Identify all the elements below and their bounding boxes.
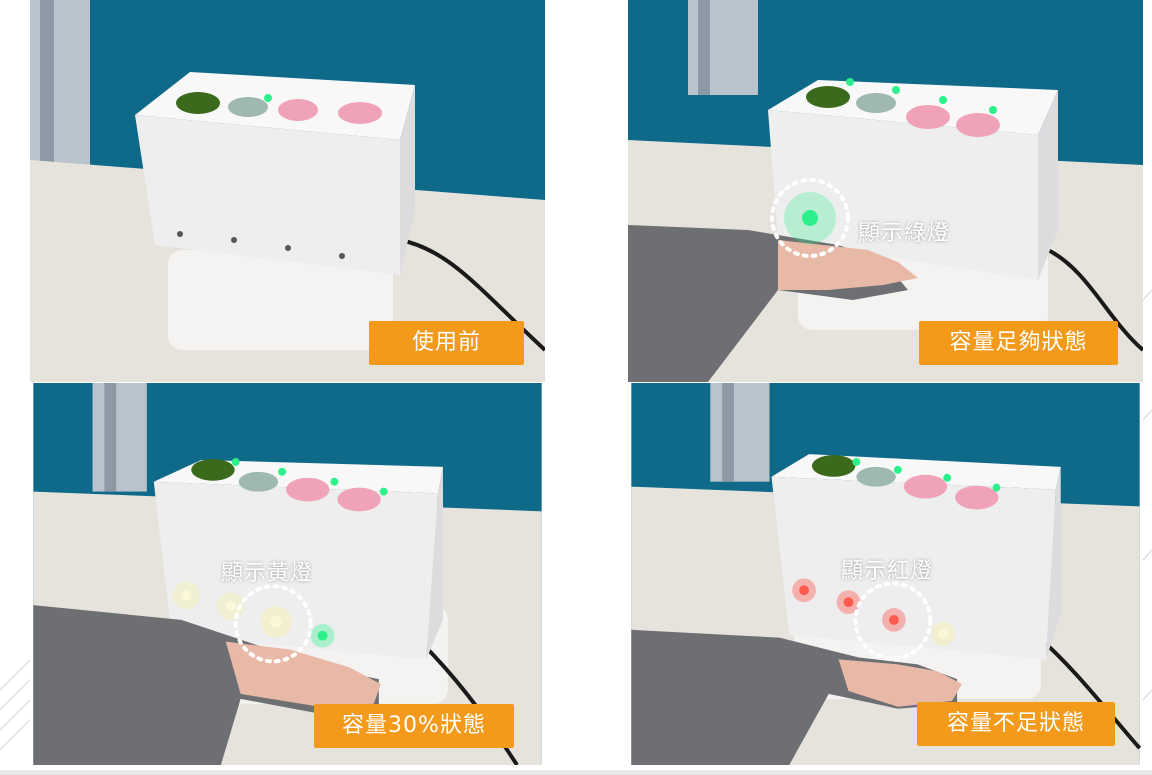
- device-photo-insufficient: [631, 383, 1142, 765]
- photo-panel-sufficient: 顯示綠燈 容量足夠狀態: [628, 0, 1143, 382]
- status-annotation: 顯示紅燈: [841, 559, 934, 584]
- device-photo-thirty-percent: [33, 383, 542, 765]
- status-annotation: 顯示黃燈: [221, 561, 314, 586]
- device-photo-before: [30, 0, 545, 382]
- caption-label: 容量足夠狀態: [919, 321, 1118, 365]
- caption-label: 容量不足狀態: [917, 702, 1115, 746]
- bottom-strip: [0, 770, 1152, 775]
- photo-panel-insufficient: 顯示紅燈 容量不足狀態: [628, 383, 1143, 765]
- photo-panel-before: 使用前: [30, 0, 545, 382]
- caption-label: 使用前: [369, 321, 524, 365]
- device-photo-sufficient: [628, 0, 1143, 382]
- status-annotation: 顯示綠燈: [858, 221, 951, 246]
- caption-label: 容量30%狀態: [314, 704, 514, 748]
- photo-panel-thirty-percent: 顯示黃燈 容量30%狀態: [30, 383, 545, 765]
